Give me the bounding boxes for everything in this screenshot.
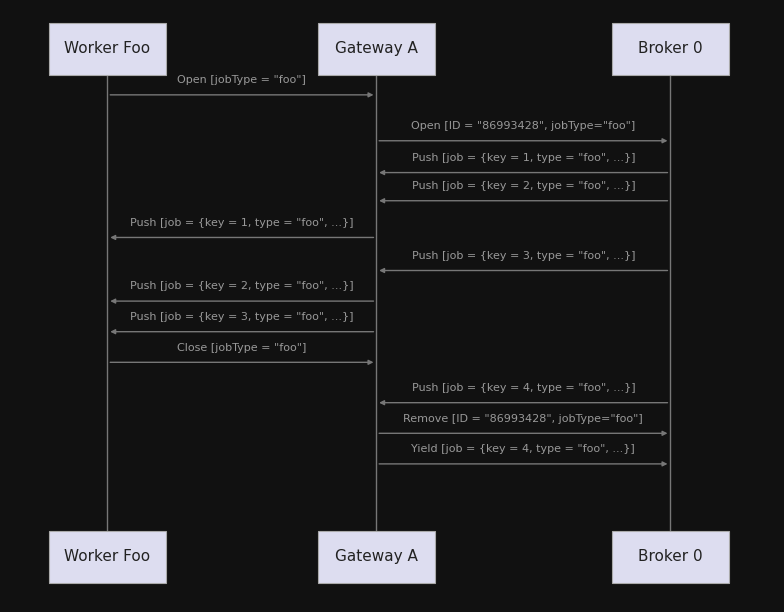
FancyBboxPatch shape (49, 23, 166, 75)
Text: Remove [ID = "86993428", jobType="foo"]: Remove [ID = "86993428", jobType="foo"] (404, 414, 643, 424)
Text: Push [job = {key = 1, type = "foo", ...}]: Push [job = {key = 1, type = "foo", ...}… (130, 218, 354, 228)
FancyBboxPatch shape (318, 23, 435, 75)
Text: Push [job = {key = 3, type = "foo", ...}]: Push [job = {key = 3, type = "foo", ...}… (130, 312, 354, 322)
FancyBboxPatch shape (612, 23, 729, 75)
Text: Broker 0: Broker 0 (638, 42, 702, 56)
FancyBboxPatch shape (612, 531, 729, 583)
Text: Push [job = {key = 2, type = "foo", ...}]: Push [job = {key = 2, type = "foo", ...}… (130, 282, 354, 291)
Text: Gateway A: Gateway A (335, 550, 418, 564)
Text: Open [ID = "86993428", jobType="foo"]: Open [ID = "86993428", jobType="foo"] (411, 121, 636, 131)
Text: Push [job = {key = 4, type = "foo", ...}]: Push [job = {key = 4, type = "foo", ...}… (412, 383, 635, 393)
FancyBboxPatch shape (318, 531, 435, 583)
Text: Push [job = {key = 1, type = "foo", ...}]: Push [job = {key = 1, type = "foo", ...}… (412, 153, 635, 163)
Text: Close [jobType = "foo"]: Close [jobType = "foo"] (177, 343, 307, 353)
FancyBboxPatch shape (49, 531, 166, 583)
Text: Broker 0: Broker 0 (638, 550, 702, 564)
Text: Push [job = {key = 2, type = "foo", ...}]: Push [job = {key = 2, type = "foo", ...}… (412, 181, 635, 191)
Text: Worker Foo: Worker Foo (64, 42, 151, 56)
Text: Open [jobType = "foo"]: Open [jobType = "foo"] (177, 75, 307, 85)
Text: Worker Foo: Worker Foo (64, 550, 151, 564)
Text: Yield [job = {key = 4, type = "foo", ...}]: Yield [job = {key = 4, type = "foo", ...… (412, 444, 635, 454)
Text: Push [job = {key = 3, type = "foo", ...}]: Push [job = {key = 3, type = "foo", ...}… (412, 251, 635, 261)
Text: Gateway A: Gateway A (335, 42, 418, 56)
